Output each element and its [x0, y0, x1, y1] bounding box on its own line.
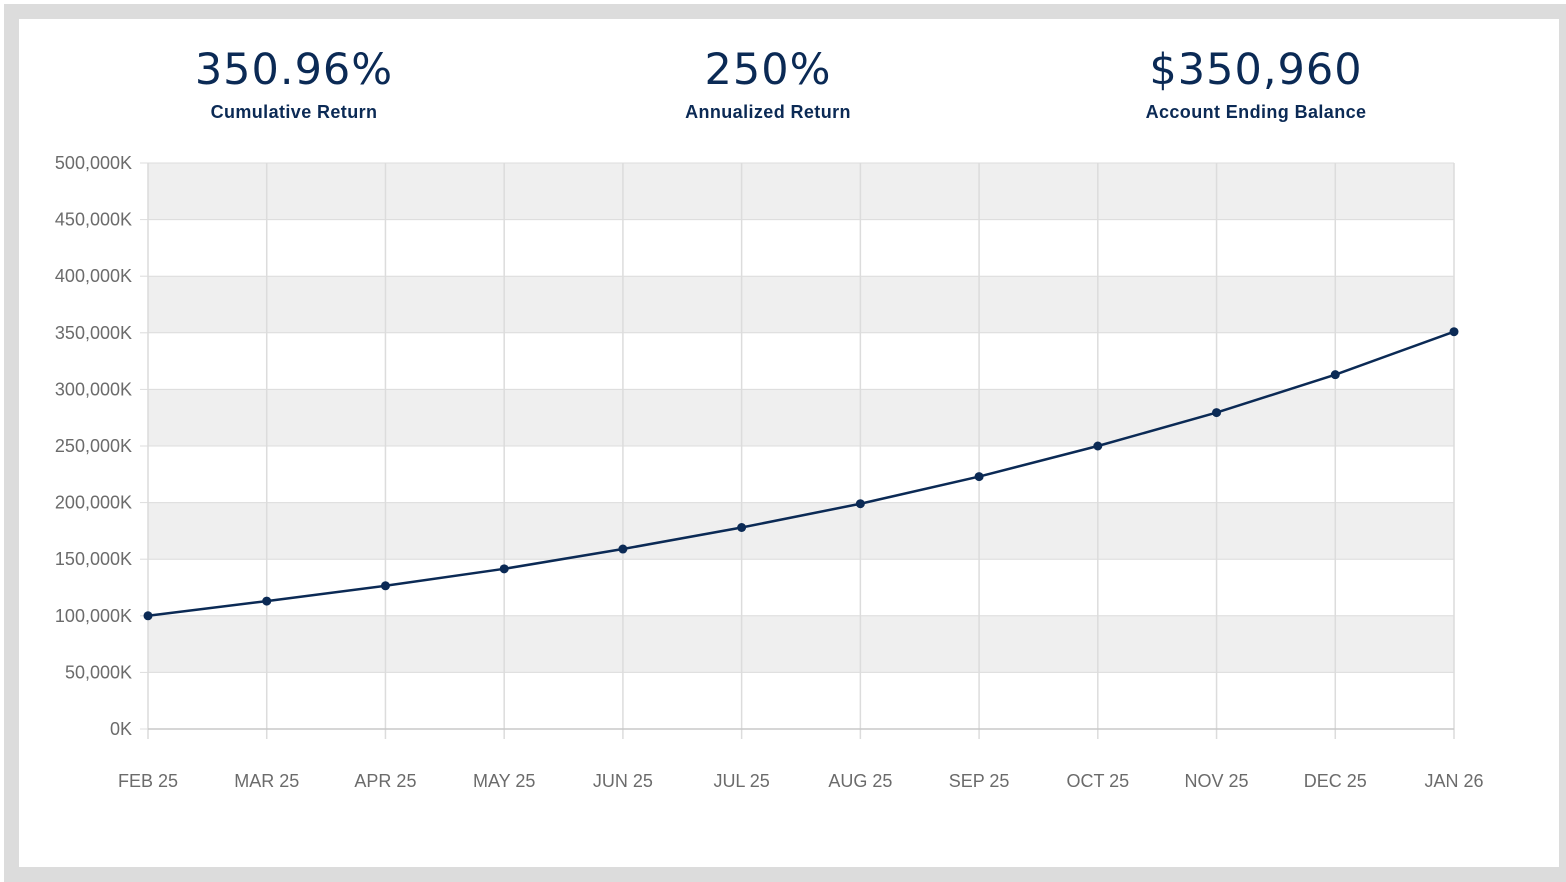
y-tick-label: 200,000K [55, 493, 132, 513]
plot-band [148, 163, 1454, 220]
stat-annualized-return: 250% Annualized Return [578, 44, 958, 123]
cumulative-return-value: 350.96% [194, 45, 394, 95]
y-tick-label: 350,000K [55, 323, 132, 343]
y-tick-label: 50,000K [65, 662, 132, 682]
x-tick-label: NOV 25 [1185, 771, 1249, 791]
annualized-return-label: Annualized Return [685, 102, 851, 122]
series-line [147, 330, 1455, 618]
data-point [143, 611, 153, 621]
data-point [499, 564, 509, 574]
annualized-return-value: 250% [704, 45, 832, 95]
data-point [1330, 370, 1340, 380]
y-tick-label: 400,000K [55, 266, 132, 286]
y-tick-label: 500,000K [55, 153, 132, 173]
data-point [1212, 408, 1222, 418]
data-point [618, 544, 628, 554]
x-tick-label: APR 25 [354, 771, 416, 791]
data-point [974, 472, 984, 482]
x-tick-label: DEC 25 [1304, 771, 1367, 791]
x-tick-label: SEP 25 [949, 771, 1010, 791]
x-tick-label: FEB 25 [118, 771, 178, 791]
plot-band [148, 276, 1454, 333]
x-tick-label: MAR 25 [234, 771, 299, 791]
cumulative-return-label: Cumulative Return [210, 102, 378, 122]
y-tick-label: 250,000K [55, 436, 132, 456]
y-tick-label: 150,000K [55, 549, 132, 569]
y-tick-label: 450,000K [55, 210, 132, 230]
data-point [262, 596, 272, 606]
plot-band [148, 389, 1454, 446]
x-tick-label: JAN 26 [1424, 771, 1483, 791]
x-tick-label: OCT 25 [1066, 771, 1129, 791]
data-point [737, 523, 747, 533]
data-point [380, 581, 390, 591]
x-tick-label: JUN 25 [593, 771, 653, 791]
stat-account-ending-balance: $350,960 Account Ending Balance [1066, 44, 1446, 123]
y-tick-label: 0K [110, 719, 132, 739]
account-ending-balance-value: $350,960 [1149, 45, 1363, 95]
data-point [855, 499, 865, 509]
data-point [1093, 441, 1103, 451]
plot-band [148, 615, 1454, 673]
y-tick-label: 300,000K [55, 379, 132, 399]
data-point [1449, 327, 1459, 337]
plot-band [148, 502, 1454, 560]
x-tick-label: MAY 25 [473, 771, 535, 791]
account-ending-balance-label: Account Ending Balance [1145, 102, 1367, 122]
x-tick-label: JUL 25 [713, 771, 769, 791]
stat-cumulative-return: 350.96% Cumulative Return [104, 44, 484, 123]
x-tick-label: AUG 25 [828, 771, 892, 791]
y-tick-label: 100,000K [55, 606, 132, 626]
